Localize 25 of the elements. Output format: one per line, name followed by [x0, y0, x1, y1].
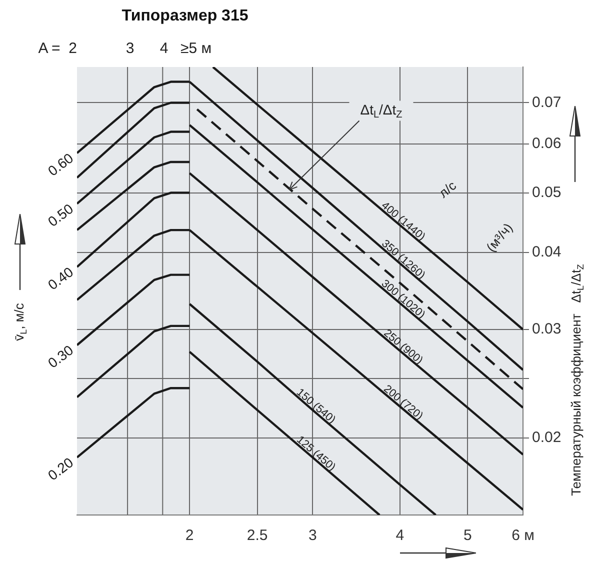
text: 0.40 — [44, 264, 76, 293]
text: 0.50 — [44, 200, 76, 230]
y-tick-label: 0.06 — [532, 135, 562, 152]
chart-title: Типоразмер 315 — [122, 7, 248, 24]
x-tick-label: 2 — [185, 527, 194, 544]
text: 0.20 — [44, 454, 76, 484]
text: 4 — [160, 40, 168, 58]
x-tick-label: 2.5 — [246, 527, 268, 544]
text: A = 2 — [38, 40, 77, 58]
text: v̄L, м/с — [12, 302, 28, 341]
text: 0.30 — [44, 342, 76, 372]
text: 3 — [126, 40, 134, 58]
y-tick-label: 0.04 — [532, 244, 562, 261]
text: ≥5 м — [180, 40, 212, 58]
y-axis-title: Температурный коэффициент ΔtL/ΔtZ — [568, 264, 586, 496]
y-tick-label: 0.03 — [532, 320, 562, 338]
x-tick-label: 6 м — [512, 527, 534, 544]
text: 0.60 — [44, 150, 76, 180]
annotation: л/с — [436, 178, 460, 201]
y-tick-label: 0.07 — [532, 94, 562, 111]
x-tick-label: 4 — [396, 527, 404, 544]
y-tick-label: 0.02 — [532, 429, 562, 446]
x-tick-label: 3 — [308, 527, 317, 544]
x-tick-label: 5 — [464, 527, 472, 544]
y-tick-label: 0.05 — [532, 184, 562, 201]
